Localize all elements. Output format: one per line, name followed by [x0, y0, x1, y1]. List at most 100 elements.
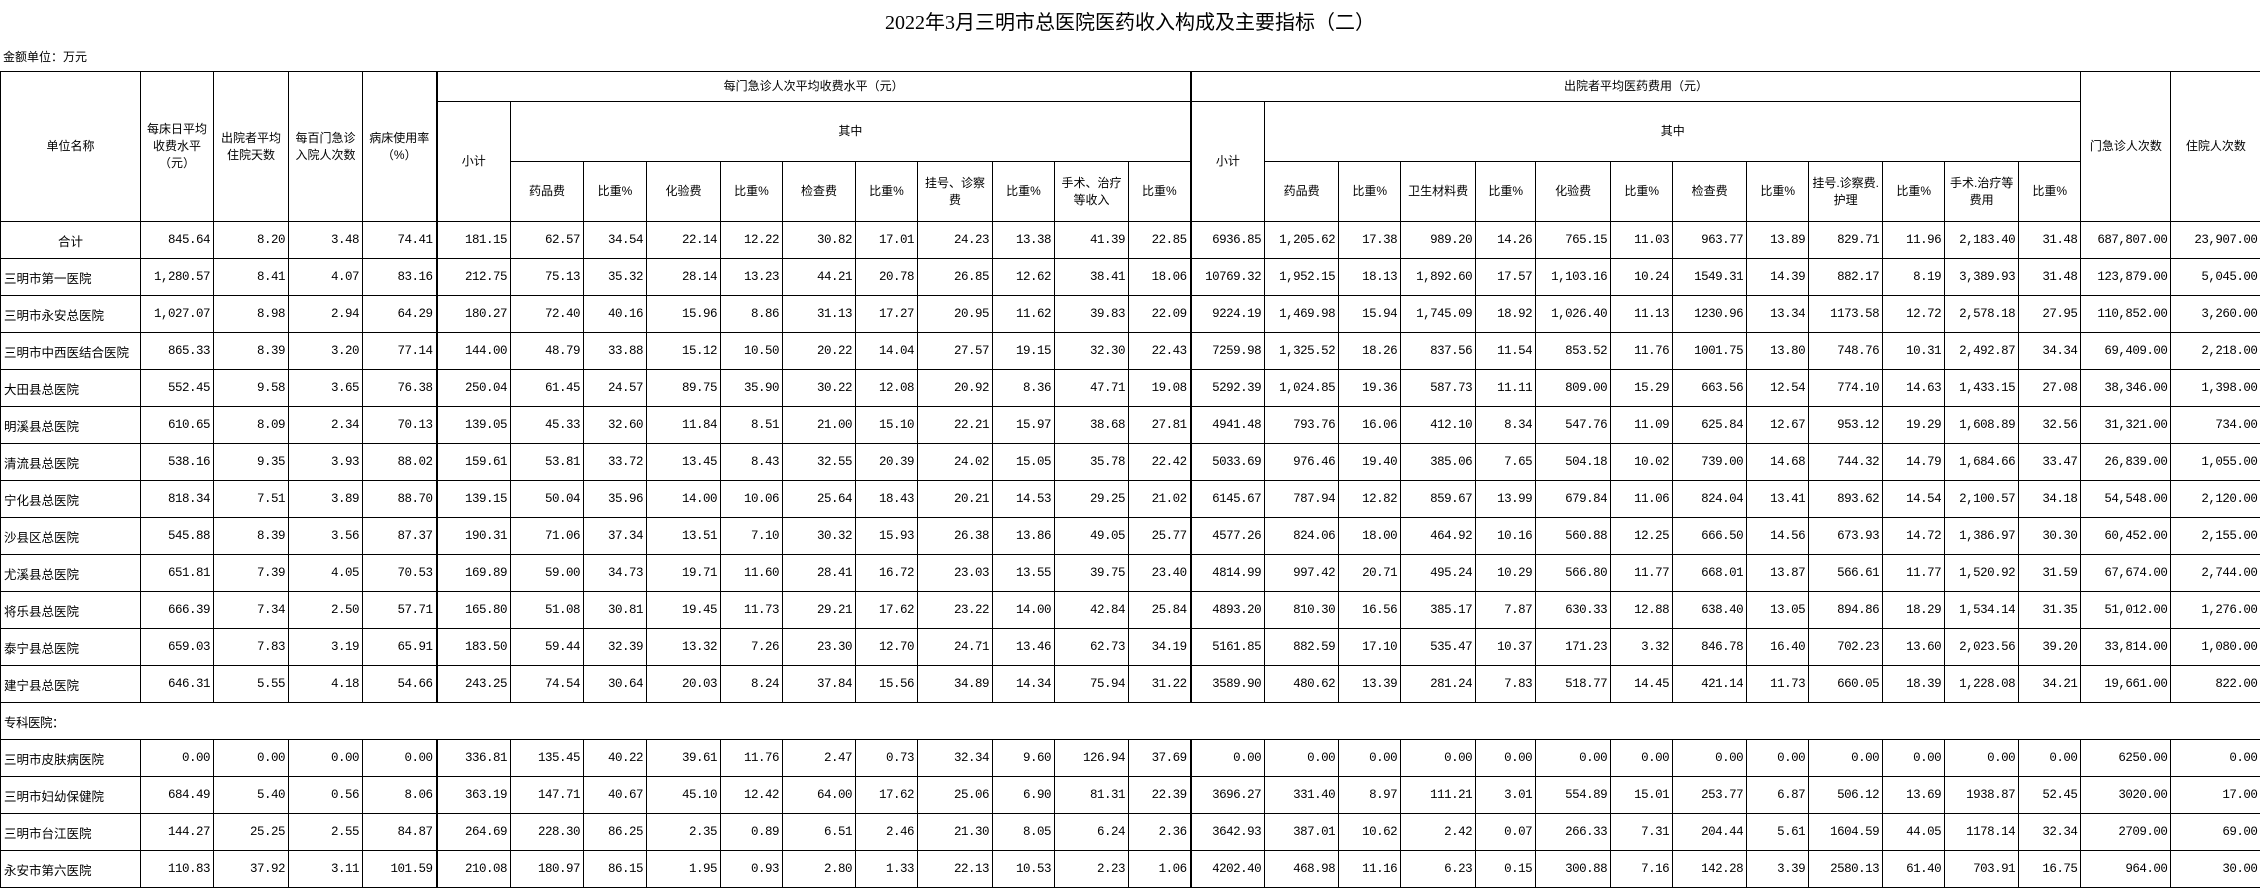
- value-cell: 3.19: [288, 628, 363, 666]
- value-cell: 20.03: [646, 665, 721, 703]
- header-outpatient-col: 比重%: [720, 161, 783, 222]
- value-cell: 70.13: [362, 406, 437, 444]
- unit-name-cell: 明溪县总医院: [0, 406, 141, 444]
- section-row: 专科医院：: [0, 702, 2260, 740]
- value-cell: 10.24: [1610, 258, 1674, 296]
- value-cell: 84.87: [362, 813, 437, 851]
- value-cell: 14.00: [992, 591, 1055, 629]
- value-cell: 7.10: [720, 517, 783, 555]
- value-cell: 204.44: [1672, 813, 1748, 851]
- value-cell: 14.39: [1746, 258, 1810, 296]
- value-cell: 33.47: [2018, 443, 2082, 481]
- value-cell: 26.85: [917, 258, 993, 296]
- value-cell: 1,386.97: [1944, 517, 2020, 555]
- value-cell: 2,155.00: [2170, 517, 2260, 555]
- value-cell: 1,325.52: [1264, 332, 1340, 370]
- value-cell: 2,218.00: [2170, 332, 2260, 370]
- value-cell: 2,492.87: [1944, 332, 2020, 370]
- value-cell: 11.84: [646, 406, 721, 444]
- table-row: 三明市永安总医院 1,027.07 8.98 2.94 64.29 180.27 72.40…: [0, 295, 2260, 333]
- value-cell: 142.28: [1672, 850, 1748, 888]
- value-cell: 33.72: [583, 443, 647, 481]
- value-cell: 19,661.00: [2080, 665, 2172, 703]
- value-cell: 33.88: [583, 332, 647, 370]
- table-row: 明溪县总医院 610.65 8.09 2.34 70.13 139.05 45.33 32.6…: [0, 406, 2260, 444]
- value-cell: 147.71: [510, 776, 584, 814]
- value-cell: 0.00: [1535, 739, 1612, 777]
- value-cell: 29.25: [1054, 480, 1129, 518]
- value-cell: 638.40: [1672, 591, 1748, 629]
- unit-name-cell: 泰宁县总医院: [0, 628, 141, 666]
- value-cell: 702.23: [1808, 628, 1884, 666]
- value-cell: 88.02: [362, 443, 437, 481]
- value-cell: 33,814.00: [2080, 628, 2172, 666]
- value-cell: 169.89: [435, 554, 511, 592]
- value-cell: 35.78: [1054, 443, 1129, 481]
- value-cell: 8.98: [213, 295, 289, 333]
- value-cell: 15.97: [992, 406, 1055, 444]
- value-cell: 8.86: [720, 295, 783, 333]
- value-cell: 74.41: [362, 221, 437, 259]
- header-inpatient-group: 出院者平均医药费用（元）: [1189, 71, 2082, 102]
- value-cell: 9224.19: [1189, 295, 1266, 333]
- value-cell: 8.41: [213, 258, 289, 296]
- value-cell: 25.06: [917, 776, 993, 814]
- value-cell: 1001.75: [1672, 332, 1748, 370]
- value-cell: 7.65: [1475, 443, 1537, 481]
- value-cell: 837.56: [1400, 332, 1477, 370]
- value-cell: 495.24: [1400, 554, 1477, 592]
- value-cell: 1,280.57: [140, 258, 214, 296]
- value-cell: 0.00: [1672, 739, 1748, 777]
- value-cell: 21.30: [917, 813, 993, 851]
- value-cell: 0.00: [1746, 739, 1810, 777]
- value-cell: 0.56: [288, 776, 363, 814]
- header-inpatient-col: 比重%: [1338, 161, 1402, 222]
- value-cell: 679.84: [1535, 480, 1612, 518]
- value-cell: 1,469.98: [1264, 295, 1340, 333]
- value-cell: 0.00: [2170, 739, 2260, 777]
- value-cell: 0.15: [1475, 850, 1537, 888]
- value-cell: 11.13: [1610, 295, 1674, 333]
- value-cell: 15.56: [855, 665, 918, 703]
- value-cell: 1,055.00: [2170, 443, 2260, 481]
- value-cell: 19.08: [1127, 369, 1192, 407]
- value-cell: 32.34: [2018, 813, 2082, 851]
- value-cell: 2.94: [288, 295, 363, 333]
- value-cell: 3.93: [288, 443, 363, 481]
- value-cell: 30.82: [782, 221, 856, 259]
- value-cell: 8.24: [720, 665, 783, 703]
- value-cell: 10.37: [1475, 628, 1537, 666]
- value-cell: 32.30: [1054, 332, 1129, 370]
- value-cell: 6.87: [1746, 776, 1810, 814]
- value-cell: 10769.32: [1189, 258, 1266, 296]
- value-cell: 14.34: [992, 665, 1055, 703]
- value-cell: 126.94: [1054, 739, 1129, 777]
- value-cell: 12.62: [992, 258, 1055, 296]
- header-outpatient-col: 比重%: [1127, 161, 1192, 222]
- unit-name-cell: 大田县总医院: [0, 369, 141, 407]
- value-cell: 646.31: [140, 665, 214, 703]
- value-cell: 14.72: [1882, 517, 1946, 555]
- value-cell: 964.00: [2080, 850, 2172, 888]
- value-cell: 5161.85: [1189, 628, 1266, 666]
- value-cell: 61.40: [1882, 850, 1946, 888]
- value-cell: 336.81: [435, 739, 511, 777]
- value-cell: 824.04: [1672, 480, 1748, 518]
- value-cell: 2.80: [782, 850, 856, 888]
- value-cell: 13.86: [992, 517, 1055, 555]
- value-cell: 51.08: [510, 591, 584, 629]
- header-outpatient-visits: 门急诊人次数: [2080, 71, 2172, 222]
- value-cell: 8.05: [992, 813, 1055, 851]
- value-cell: 12.88: [1610, 591, 1674, 629]
- value-cell: 37.92: [213, 850, 289, 888]
- value-cell: 41.39: [1054, 221, 1129, 259]
- header-admissions-per-100: 每百门急诊入院人次数: [288, 71, 363, 222]
- value-cell: 822.00: [2170, 665, 2260, 703]
- value-cell: 4202.40: [1189, 850, 1266, 888]
- value-cell: 10.62: [1338, 813, 1402, 851]
- value-cell: 101.59: [362, 850, 437, 888]
- table-row: 建宁县总医院 646.31 5.55 4.18 54.66 243.25 74.54 30.6…: [0, 665, 2260, 703]
- header-outpatient-group: 每门急诊人次平均收费水平（元）: [435, 71, 1192, 102]
- value-cell: 77.14: [362, 332, 437, 370]
- value-cell: 13.80: [1746, 332, 1810, 370]
